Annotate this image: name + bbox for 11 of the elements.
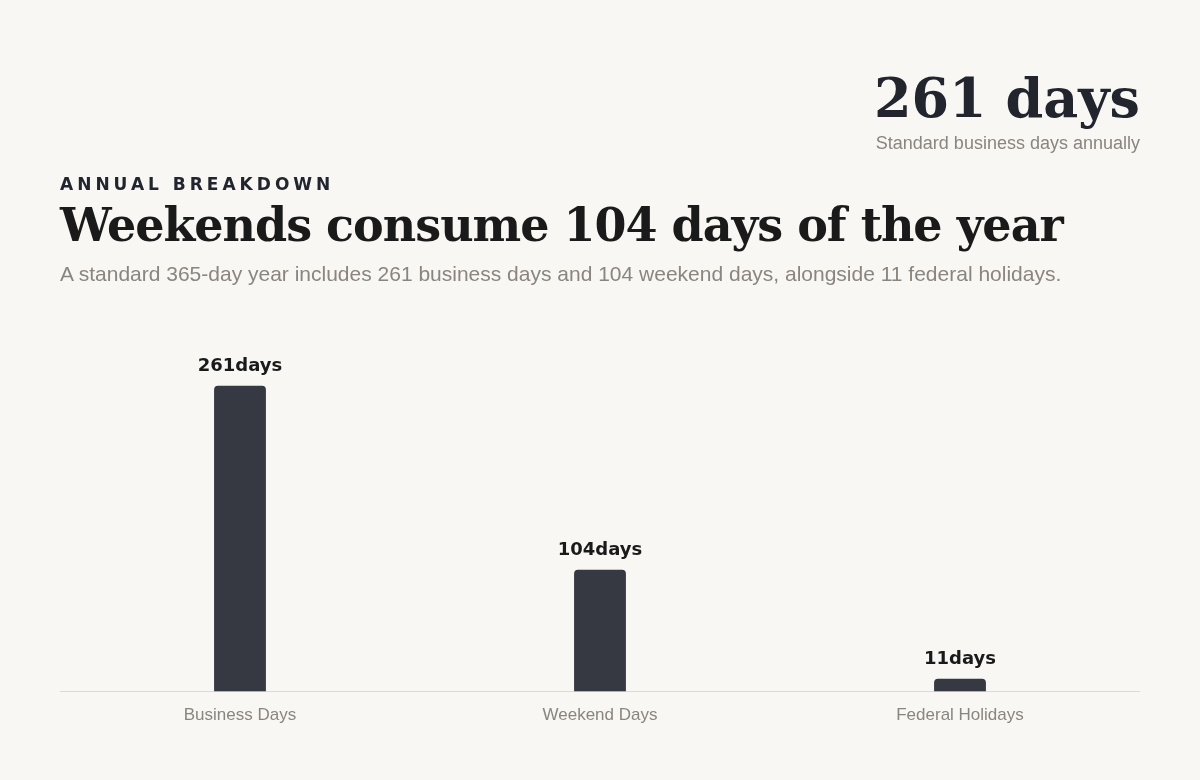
text: ANNUAL BREAKDOWN <box>60 174 335 194</box>
data-label: 104days <box>557 538 643 560</box>
data-label: 11days <box>924 647 996 669</box>
chart-title: Weekends consume 104 days of the year <box>60 198 1063 252</box>
chart-subtitle: A standard 365-day year includes 261 business days and 104 weekend days, alongside 11 federal holidays. <box>60 261 1063 287</box>
x-tick-label: Weekend Days <box>542 705 658 725</box>
x-tick-label: Business Days <box>183 705 297 725</box>
data-label: 261days <box>197 354 283 376</box>
text: Standard business days annually <box>875 133 1140 154</box>
text: 261 days <box>873 66 1140 130</box>
x-tick-label: Federal Holidays <box>896 705 1024 725</box>
